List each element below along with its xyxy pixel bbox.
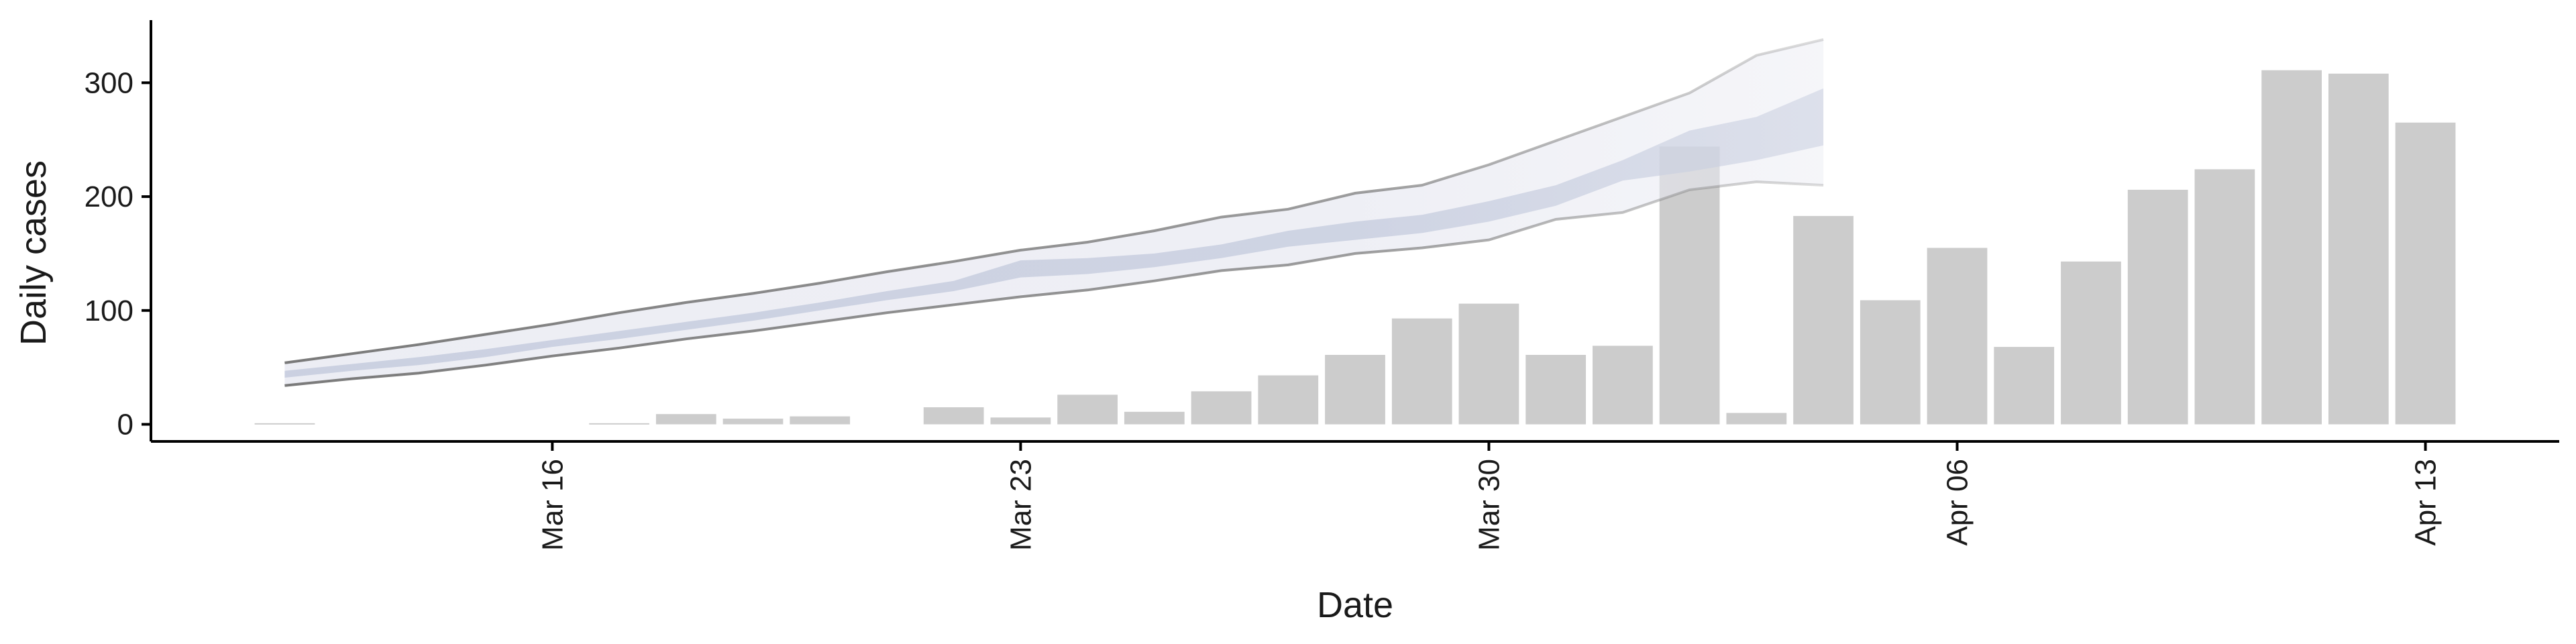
bar-2020-03-19 (722, 419, 784, 425)
bar-2020-04-09 (2127, 189, 2188, 425)
bar-2020-03-28 (1325, 355, 1385, 425)
bar-2020-03-29 (1391, 318, 1452, 425)
bar-2020-03-25 (1124, 411, 1185, 425)
bar-2020-03-20 (790, 416, 851, 425)
bar-2020-04-04 (1793, 215, 1854, 425)
band-lower-line (284, 180, 1824, 387)
band-upper-line (284, 38, 1824, 364)
plot-area (254, 38, 2456, 425)
x-axis: Mar 16 Mar 23 Mar 30 Apr 06 Apr 13 (151, 440, 2559, 551)
x-tick-label-2020-03-23: Mar 23 (1004, 459, 1037, 551)
forecast-band (284, 38, 1824, 387)
y-axis: 0 100 200 300 (85, 20, 152, 441)
bar-2020-04-10 (2194, 169, 2255, 425)
bar-2020-03-12 (254, 423, 315, 425)
bar-2020-03-26 (1191, 391, 1252, 425)
y-tick-label-200: 200 (85, 180, 133, 213)
bar-2020-03-23 (990, 417, 1051, 425)
x-tick-label-2020-04-06: Apr 06 (1941, 459, 1974, 546)
bar-2020-03-27 (1258, 375, 1319, 425)
bar-2020-04-11 (2261, 70, 2322, 425)
bar-2020-04-05 (1860, 300, 1921, 425)
bar-2020-04-07 (1994, 347, 2055, 425)
bar-2020-03-24 (1057, 394, 1118, 425)
bar-2020-03-22 (923, 407, 984, 425)
x-axis-title: Date (1317, 585, 1393, 625)
bar-2020-03-31 (1525, 355, 1587, 425)
bar-2020-04-03 (1726, 413, 1787, 425)
bar-2020-04-08 (2061, 261, 2121, 425)
x-tick-label-2020-04-13: Apr 13 (2410, 459, 2443, 546)
y-tick-label-300: 300 (85, 66, 133, 99)
band-90-interval (284, 39, 1824, 386)
bar-2020-03-17 (589, 423, 649, 425)
bar-2020-04-12 (2328, 73, 2389, 425)
bar-2020-03-30 (1458, 303, 1519, 425)
y-axis-title: Daily cases (13, 160, 54, 345)
bar-2020-03-18 (655, 414, 716, 425)
bars-layer (254, 70, 2456, 425)
bar-2020-04-06 (1927, 248, 1988, 425)
x-tick-label-2020-03-30: Mar 30 (1472, 459, 1505, 551)
bar-2020-04-01 (1593, 345, 1653, 425)
x-tick-label-2020-03-16: Mar 16 (536, 459, 569, 551)
y-tick-label-0: 0 (117, 409, 133, 441)
y-tick-label-100: 100 (85, 294, 133, 327)
bar-2020-04-13 (2395, 122, 2456, 425)
